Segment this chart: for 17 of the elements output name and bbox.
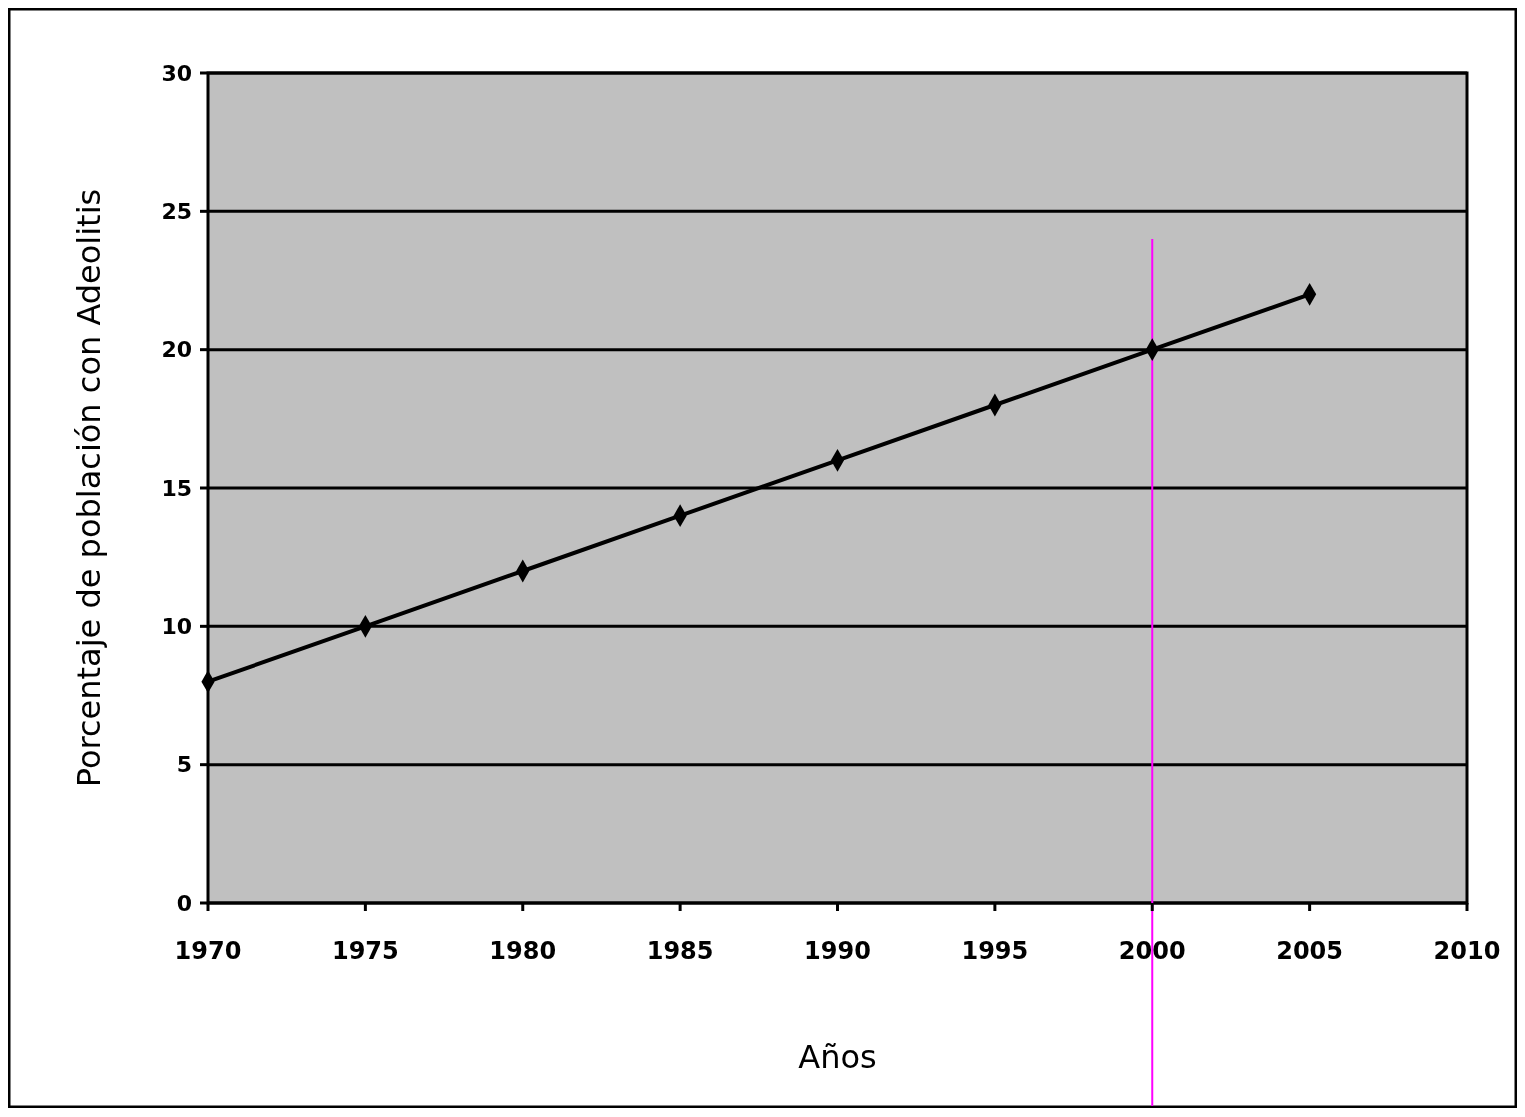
x-tick-label: 2005 (1276, 937, 1344, 965)
y-tick-label: 20 (161, 337, 192, 363)
y-tick-label: 25 (161, 199, 192, 225)
y-tick-label: 15 (161, 475, 192, 501)
x-tick-label: 1995 (961, 937, 1029, 965)
x-tick-label: 1980 (489, 937, 557, 965)
x-tick-label: 1975 (331, 937, 399, 965)
y-tick-label: 5 (176, 752, 192, 778)
x-tick-label: 1990 (804, 937, 871, 965)
x-tick-label: 1970 (174, 937, 242, 965)
y-tick-label: 10 (161, 614, 192, 640)
y-tick-label: 0 (176, 890, 192, 916)
y-axis-title: Porcentaje de población con Adeolitis (70, 188, 108, 788)
x-axis-title: Años (798, 1038, 877, 1076)
x-tick-label: 1985 (646, 937, 714, 965)
y-tick-label: 30 (161, 60, 192, 86)
x-tick-label: 2010 (1433, 937, 1501, 965)
